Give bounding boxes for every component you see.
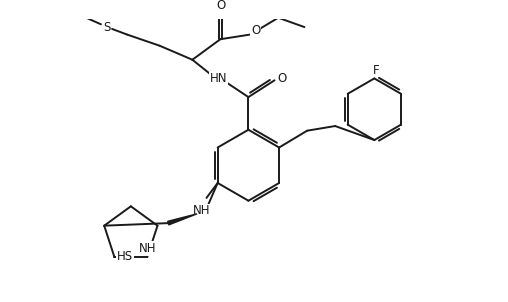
- Text: F: F: [373, 63, 379, 76]
- Text: NH: NH: [139, 242, 156, 255]
- Polygon shape: [168, 214, 197, 225]
- Text: NH: NH: [193, 204, 210, 217]
- Text: O: O: [217, 0, 226, 12]
- Text: S: S: [103, 21, 110, 34]
- Text: HN: HN: [210, 72, 227, 85]
- Text: O: O: [251, 24, 261, 37]
- Text: O: O: [277, 72, 287, 85]
- Text: HS: HS: [117, 250, 133, 263]
